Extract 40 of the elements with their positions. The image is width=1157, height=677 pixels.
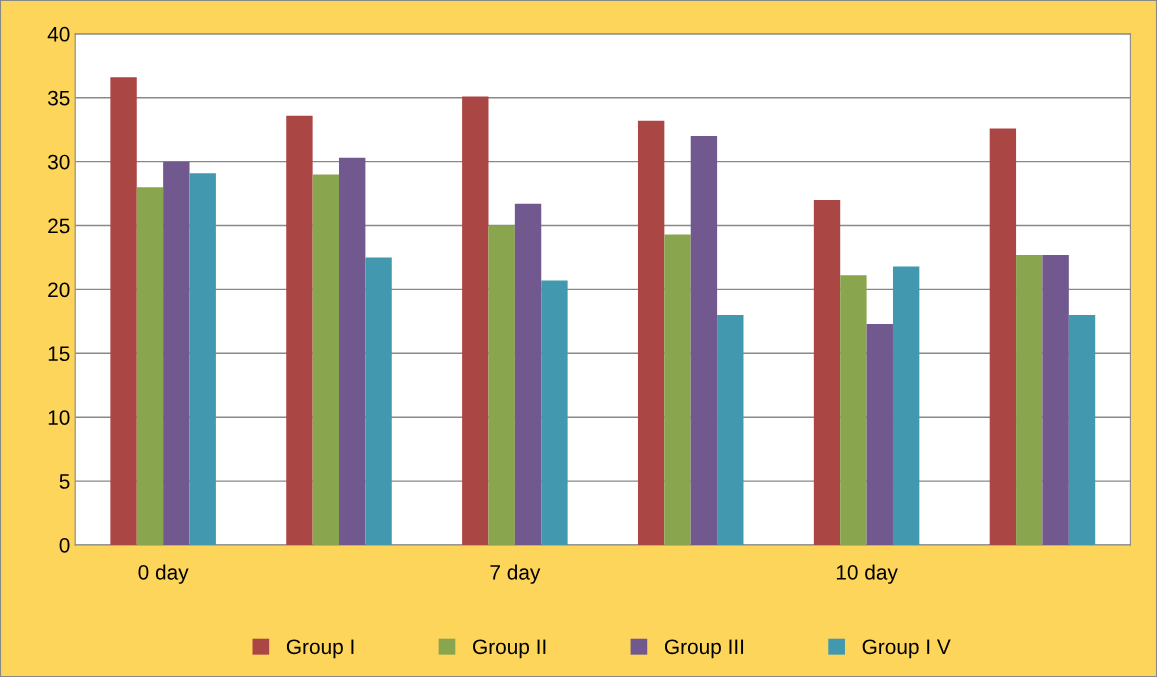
bar <box>136 187 164 545</box>
bar <box>813 199 841 545</box>
bar <box>989 128 1017 545</box>
bar <box>365 257 392 545</box>
y-tick-label: 0 <box>59 537 70 553</box>
bar <box>1042 254 1069 545</box>
bar <box>892 266 920 545</box>
bar <box>514 203 542 545</box>
bar <box>462 96 489 545</box>
x-tick-label: 7 day <box>490 564 541 584</box>
bar <box>840 275 867 545</box>
bar <box>541 280 568 545</box>
bar <box>163 161 190 545</box>
x-tick-label: 10 day <box>836 564 898 584</box>
y-tick-label: 10 <box>48 410 70 425</box>
bar <box>664 234 691 545</box>
bar <box>637 120 665 545</box>
bar <box>110 77 137 545</box>
bar <box>690 136 718 545</box>
y-tick-label: 30 <box>47 154 70 170</box>
legend-label: Group II <box>473 639 546 659</box>
bar <box>717 314 744 545</box>
bar <box>488 225 515 545</box>
y-tick-label: 40 <box>47 26 70 42</box>
legend-label: Group I V <box>862 639 951 659</box>
legend-label: Group III <box>664 639 744 659</box>
legend-label: Group I <box>286 639 354 659</box>
bar <box>1016 254 1043 545</box>
y-tick-label: 20 <box>48 282 70 298</box>
bar <box>339 157 366 545</box>
bar <box>286 115 313 545</box>
bar <box>189 173 216 545</box>
bar <box>1068 314 1096 545</box>
x-tick-label: 0 day <box>138 564 189 584</box>
y-tick-label: 15 <box>48 346 70 362</box>
bar <box>312 174 339 545</box>
y-tick-label: 25 <box>48 218 70 234</box>
bar <box>866 323 893 545</box>
y-tick-label: 35 <box>47 90 70 106</box>
y-tick-label: 5 <box>59 474 70 489</box>
